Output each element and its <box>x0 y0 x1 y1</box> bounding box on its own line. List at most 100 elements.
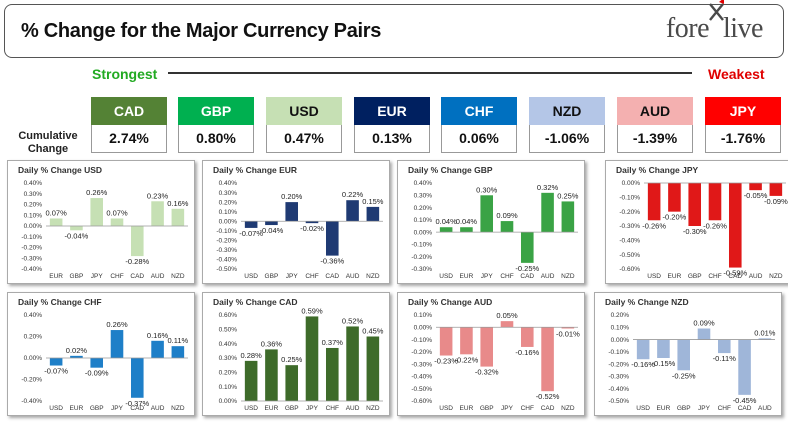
data-label: -0.37% <box>125 399 149 408</box>
y-tick-label: -0.40% <box>619 238 640 245</box>
bar-chf <box>708 183 722 221</box>
y-tick-label: 0.30% <box>219 355 238 362</box>
y-tick-label: -0.30% <box>619 223 640 230</box>
x-category-label: EUR <box>460 405 474 412</box>
x-category-label: USD <box>244 405 258 412</box>
data-label: 0.37% <box>322 338 344 347</box>
y-tick-label: 0.30% <box>414 192 433 199</box>
bar-nzd <box>366 336 380 401</box>
x-category-label: CAD <box>738 405 752 412</box>
x-category-label: JPY <box>91 273 104 280</box>
data-label: -0.09% <box>85 369 109 378</box>
y-tick-label: 0.00% <box>24 355 43 362</box>
y-tick-label: -0.50% <box>608 398 629 405</box>
y-tick-label: -0.40% <box>216 257 237 264</box>
x-category-label: USD <box>439 273 453 280</box>
bar-aud <box>151 201 164 226</box>
currency-cumulative-value: -1.39% <box>617 125 693 153</box>
data-label: -0.52% <box>536 392 560 401</box>
strongest-label: Strongest <box>92 66 158 82</box>
y-tick-label: 0.20% <box>219 199 238 206</box>
weakest-label: Weakest <box>708 66 765 82</box>
bar-nzd <box>561 327 575 329</box>
chart-panel-aud: 0.10% 0.00% -0.10% -0.20% -0.30% -0.40% -0.50%… <box>397 292 585 416</box>
data-label: 0.02% <box>66 346 88 355</box>
currency-box-jpy: JPY -1.76% <box>705 97 781 153</box>
x-category-label: CAD <box>520 273 534 280</box>
y-tick-label: 0.10% <box>219 209 238 216</box>
y-tick-label: 0.00% <box>414 229 433 236</box>
y-tick-label: -0.10% <box>21 234 42 241</box>
x-category-label: JPY <box>286 273 299 280</box>
y-tick-label: 0.40% <box>24 312 43 319</box>
data-label: 0.36% <box>261 339 283 348</box>
y-tick-label: -0.50% <box>411 386 432 393</box>
bar-eur <box>668 183 681 212</box>
data-label: 0.59% <box>301 306 323 315</box>
bar-aud <box>346 326 359 401</box>
y-tick-label: -0.10% <box>619 195 640 202</box>
data-label: 0.15% <box>362 197 384 206</box>
data-label: 0.04% <box>456 217 478 226</box>
x-category-label: NZD <box>561 405 575 412</box>
y-tick-label: 0.50% <box>219 327 238 334</box>
x-category-label: CHF <box>110 273 123 280</box>
chart-title: Daily % Change USD <box>18 165 103 175</box>
y-tick-label: 0.10% <box>219 384 238 391</box>
bar-cad <box>738 339 751 395</box>
chart-panel-jpy: 0.00% -0.10% -0.20% -0.30% -0.40% -0.50% -0.60… <box>605 160 788 284</box>
x-category-label: GBP <box>480 405 494 412</box>
y-tick-label: -0.20% <box>216 238 237 245</box>
x-category-label: CAD <box>130 273 144 280</box>
bar-nzd <box>171 208 185 226</box>
currency-name: USD <box>266 97 342 125</box>
bar-eur <box>460 327 473 355</box>
y-tick-label: 0.10% <box>611 324 630 331</box>
header-banner: % Change for the Major Currency Pairs fo… <box>4 0 784 58</box>
x-category-label: USD <box>49 405 63 412</box>
bar-gbp <box>285 365 299 401</box>
y-tick-label: -0.30% <box>216 247 237 254</box>
y-tick-label: -0.40% <box>411 374 432 381</box>
y-tick-label: -0.20% <box>411 254 432 261</box>
data-label: 0.11% <box>167 336 188 345</box>
data-label: -0.26% <box>642 221 666 230</box>
currency-cumulative-value: 0.13% <box>354 125 430 153</box>
chart-title: Daily % Change GBP <box>408 165 493 175</box>
x-category-label: NZD <box>366 273 380 280</box>
data-label: 0.30% <box>476 185 498 194</box>
data-label: 0.05% <box>496 311 518 320</box>
x-category-label: EUR <box>657 405 671 412</box>
data-label: -0.36% <box>320 257 344 266</box>
bar-chart: 0.20% 0.10% 0.00% -0.10% -0.20% -0.30% -0.40% -… <box>608 312 775 412</box>
chart-panel-cad: 0.60% 0.50% 0.40% 0.30% 0.20% 0.10% 0.00% 0.28%… <box>202 292 390 416</box>
page-title: % Change for the Major Currency Pairs <box>21 20 382 42</box>
x-category-label: EUR <box>265 405 279 412</box>
bar-jpy <box>500 321 514 328</box>
y-tick-label: 0.20% <box>611 312 630 319</box>
x-category-label: EUR <box>70 405 84 412</box>
logo-text-end: live <box>723 13 764 44</box>
data-label: -0.23% <box>434 357 458 366</box>
x-category-label: CAD <box>728 273 742 280</box>
data-label: 0.23% <box>147 191 169 200</box>
bar-aud <box>541 192 554 233</box>
currency-box-gbp: GBP 0.80% <box>178 97 254 153</box>
x-category-label: EUR <box>460 273 474 280</box>
x-category-label: GBP <box>688 273 702 280</box>
x-category-label: CAD <box>325 273 339 280</box>
bar-chart: 0.60% 0.50% 0.40% 0.30% 0.20% 0.10% 0.00% 0.28%… <box>219 306 384 412</box>
bar-aud <box>758 338 772 340</box>
bar-usd <box>636 339 650 360</box>
data-label: -0.32% <box>475 368 499 377</box>
x-category-label: JPY <box>698 405 711 412</box>
data-label: -0.20% <box>663 213 687 222</box>
currency-box-chf: CHF 0.06% <box>441 97 517 153</box>
bar-chf <box>717 339 731 354</box>
bar-jpy <box>90 198 104 226</box>
bar-aud <box>346 200 359 222</box>
currency-box-nzd: NZD -1.06% <box>529 97 605 153</box>
data-label: -0.05% <box>744 191 768 200</box>
x-category-label: AUD <box>758 405 772 412</box>
bar-nzd <box>769 183 783 196</box>
